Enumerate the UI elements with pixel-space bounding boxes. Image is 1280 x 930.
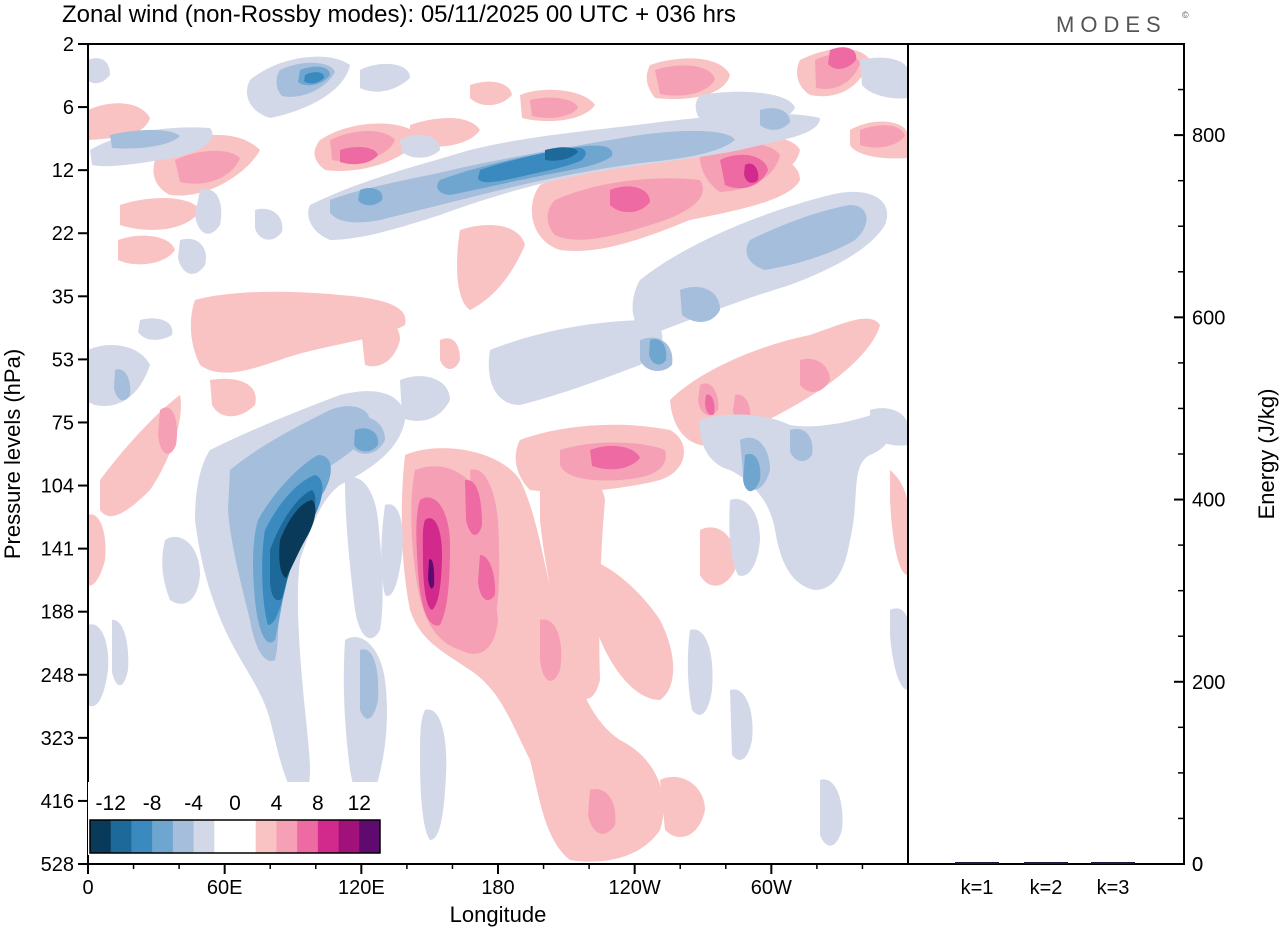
y-tick-label: 75 [52, 412, 74, 434]
energy-axis-label: Energy (J/kg) [1254, 389, 1279, 520]
colorbar-swatch [359, 820, 381, 853]
x-tick-label: 60E [207, 877, 243, 899]
x-tick-label: 120W [609, 877, 661, 899]
y-tick-label: 528 [41, 854, 74, 876]
y-tick-label: 2 [63, 34, 74, 56]
brand-mark: © [1182, 10, 1189, 20]
y-tick-label: 12 [52, 160, 74, 182]
colorbar-swatch [193, 820, 215, 853]
colorbar-swatch [131, 820, 153, 853]
energy-panel-frame [907, 43, 1185, 865]
colorbar-label: 12 [348, 792, 371, 815]
x-tick-label: 180 [481, 877, 514, 899]
colorbar: -12 -8 -4 0 4 8 12 [88, 782, 382, 855]
colorbar-label: 0 [229, 792, 241, 815]
y-tick-label: 22 [52, 223, 74, 245]
energy-zero-label: 0 [1192, 854, 1203, 876]
energy-bar [955, 862, 999, 864]
colorbar-label: -4 [184, 792, 203, 815]
y-tick-label: 6 [63, 97, 74, 119]
contour-field [88, 47, 908, 862]
colorbar-frame [89, 819, 381, 854]
energy-tick-label: 400 [1192, 490, 1225, 512]
colorbar-swatch [214, 820, 236, 853]
colorbar-swatch [90, 820, 112, 853]
brand-logo: MODES [1056, 12, 1167, 37]
energy-category-label: k=1 [961, 877, 994, 899]
energy-tick-label: 600 [1192, 307, 1225, 329]
chart-title: Zonal wind (non-Rossby modes): 05/11/202… [62, 1, 736, 28]
y-axis: 2 6 12 22 35 53 75 104 141 188 248 323 416 528 [41, 34, 88, 876]
colorbar-swatch [276, 820, 298, 853]
negative-anomaly-region [279, 500, 316, 578]
colorbar-label: -12 [96, 792, 126, 815]
energy-category-label: k=3 [1097, 877, 1130, 899]
y-axis-label: Pressure levels (hPa) [0, 349, 25, 559]
colorbar-swatch [235, 820, 257, 853]
y-tick-label: 53 [52, 349, 74, 371]
x-axis-label: Longitude [450, 902, 547, 927]
energy-category-label: k=2 [1030, 877, 1063, 899]
colorbar-label: 4 [271, 792, 283, 815]
energy-bar [1091, 862, 1135, 864]
energy-bar [1024, 862, 1068, 864]
y-tick-label: 248 [41, 665, 74, 687]
colorbar-swatch [297, 820, 319, 853]
colorbar-swatch [338, 820, 360, 853]
colorbar-swatch [152, 820, 174, 853]
colorbar-label: 8 [312, 792, 324, 815]
energy-tick-label: 200 [1192, 672, 1225, 694]
colorbar-swatch [110, 820, 132, 853]
x-tick-label: 120E [338, 877, 385, 899]
y-tick-label: 323 [41, 728, 74, 750]
x-tick-label: 60W [751, 877, 792, 899]
y-tick-label: 104 [41, 476, 74, 498]
colorbar-swatch [255, 820, 277, 853]
colorbar-swatch [317, 820, 340, 853]
y-tick-label: 416 [41, 791, 74, 813]
colorbar-label: -8 [143, 792, 162, 815]
y-tick-label: 141 [41, 539, 74, 561]
y-tick-label: 35 [52, 286, 74, 308]
x-axis: 0 60E 120E 180 120W 60W [82, 863, 908, 899]
colorbar-swatch [172, 820, 195, 853]
positive-anomaly-region [428, 559, 435, 589]
x-tick-label: 0 [82, 877, 93, 899]
y-tick-label: 188 [41, 602, 74, 624]
energy-tick-label: 0 [1192, 854, 1203, 876]
energy-tick-label: 800 [1192, 125, 1225, 147]
